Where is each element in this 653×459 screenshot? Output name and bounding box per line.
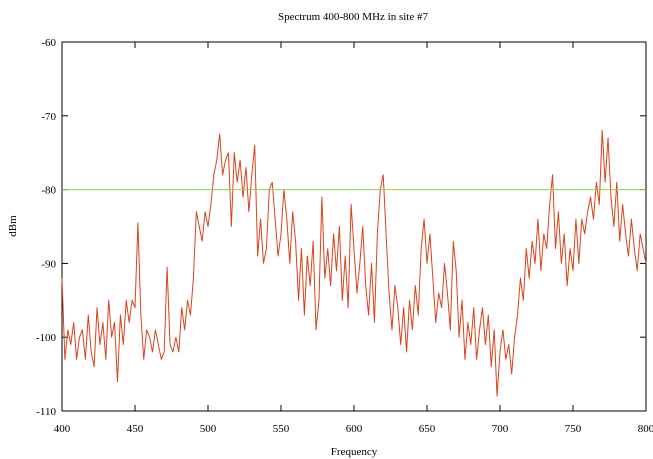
y-axis-title: dBm [7,215,19,237]
y-axis: -60 -70 -80 -90 -100 -110 [36,37,646,418]
x-tick-label: 500 [200,423,217,435]
x-axis-title: Frequency [331,446,378,458]
x-tick-label: 400 [54,423,71,435]
y-tick-label: -110 [36,406,56,418]
y-tick-label: -100 [36,332,57,344]
x-tick-label: 650 [419,423,436,435]
x-tick-label: 550 [273,423,290,435]
x-tick-label: 800 [638,423,653,435]
y-tick-label: -70 [41,111,56,123]
series-layer [61,130,647,397]
x-tick-label: 700 [492,423,509,435]
plot-area-frame [61,41,647,412]
x-tick-label: 600 [346,423,363,435]
spectrum-line [61,130,647,397]
x-tick-label: 450 [127,423,144,435]
y-tick-label: -90 [41,258,56,270]
x-tick-label: 750 [565,423,582,435]
y-tick-label: -60 [41,37,56,49]
chart-title: Spectrum 400-800 MHz in site #7 [278,11,429,23]
y-tick-label: -80 [41,185,56,197]
x-axis: 400 450 500 550 600 650 700 750 800 [54,42,653,435]
